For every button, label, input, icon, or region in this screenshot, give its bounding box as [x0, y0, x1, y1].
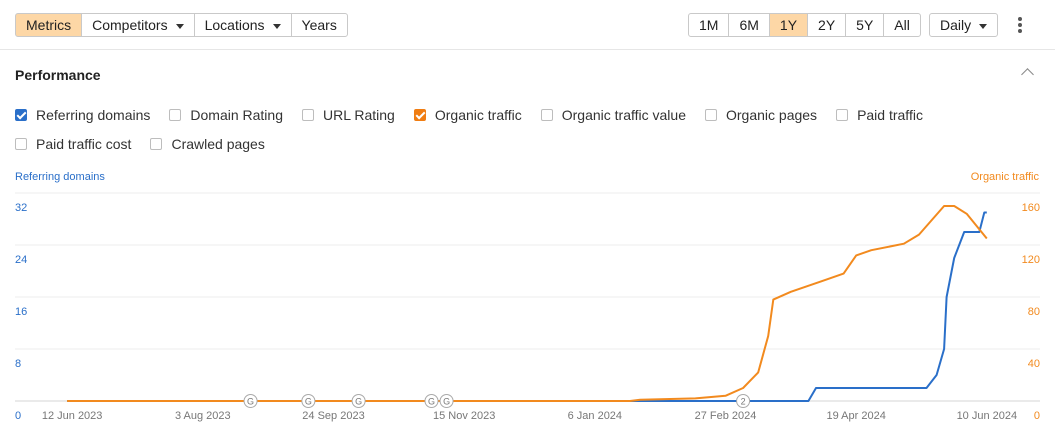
interval-group: Daily: [929, 13, 999, 37]
x-tick-label: 10 Jun 2024: [957, 410, 1018, 422]
checkbox[interactable]: [413, 109, 426, 121]
annotation-marker: [351, 394, 366, 408]
annotation-marker: [736, 394, 751, 408]
metric-label: Organic traffic value: [561, 107, 686, 123]
y2-axis-title: Organic traffic: [970, 171, 1039, 183]
annotation-label: G: [247, 396, 254, 406]
tab-button[interactable]: Years: [290, 13, 348, 37]
x-tick-label: 19 Apr 2024: [827, 410, 886, 422]
annotation-marker: [301, 394, 316, 408]
metric-checkbox[interactable]: Crawled pages: [150, 134, 265, 154]
metric-label: URL Rating: [323, 107, 395, 123]
y2-tick-label: 40: [1028, 358, 1040, 370]
y-axis-title: Referring domains: [15, 171, 105, 183]
x-tick-label: 6 Jan 2024: [568, 410, 622, 422]
metric-list: Referring domains Domain Rating URL Rating…: [15, 105, 1045, 154]
annotation-label: G: [305, 396, 312, 406]
y2-tick-label: 160: [1022, 202, 1040, 214]
checkbox[interactable]: [705, 109, 717, 121]
series-line: [67, 211, 987, 402]
metric-checkbox[interactable]: URL Rating: [302, 105, 395, 125]
range-button[interactable]: 6M: [728, 13, 770, 37]
metric-label: Organic pages: [726, 107, 818, 123]
annotation-label: 2: [741, 396, 746, 406]
more-menu[interactable]: [1017, 17, 1023, 33]
x-tick-label: 3 Aug 2023: [175, 410, 231, 422]
metric-checkbox[interactable]: Paid traffic: [836, 105, 923, 125]
checkbox[interactable]: [836, 109, 849, 121]
chart: 0 8 16 24 32 0 40 80 120 160 12 Jun 2023 3 Aug 2023…: [15, 192, 1040, 422]
range-button[interactable]: 1Y: [768, 13, 809, 37]
section-title: Performance: [15, 67, 101, 83]
metric-checkbox[interactable]: Organic pages: [705, 105, 817, 125]
metric-checkbox[interactable]: Organic traffic value: [540, 105, 686, 125]
interval-dropdown[interactable]: Daily: [929, 13, 999, 37]
checkbox[interactable]: [150, 138, 163, 150]
metric-checkbox[interactable]: Domain Rating: [169, 105, 283, 125]
range-button[interactable]: 2Y: [807, 13, 847, 37]
tab-button[interactable]: Competitors: [81, 13, 195, 37]
y-tick-label: 8: [15, 358, 21, 370]
metric-label: Paid traffic: [857, 107, 923, 123]
y-tick-label: 0: [15, 410, 21, 422]
metric-checkbox[interactable]: Paid traffic cost: [15, 134, 131, 154]
y-tick-label: 32: [15, 202, 27, 214]
metric-label: Crawled pages: [171, 136, 265, 152]
y-tick-label: 24: [15, 254, 27, 266]
metric-label: Organic traffic: [434, 107, 522, 123]
checkbox[interactable]: [15, 138, 27, 150]
collapse-toggle[interactable]: [1021, 68, 1034, 81]
annotation-marker: [243, 394, 258, 408]
toolbar: Metrics Competitors Locations Years 1M 6M 1Y 2…: [0, 0, 1055, 50]
x-tick-label: 24 Sep 2023: [302, 410, 364, 422]
metric-checkbox[interactable]: Referring domains: [15, 105, 150, 125]
range-button[interactable]: 5Y: [845, 13, 885, 37]
metric-label: Referring domains: [36, 107, 151, 123]
annotation-marker: [424, 394, 439, 408]
y2-tick-label: 0: [1034, 410, 1040, 422]
annotation-label: G: [428, 396, 435, 406]
range-button[interactable]: 1M: [688, 13, 730, 37]
x-tick-label: 15 Nov 2023: [433, 410, 495, 422]
checkbox[interactable]: [302, 109, 314, 121]
tab-group: Metrics Competitors Locations Years: [15, 13, 348, 37]
annotation-marker: [439, 394, 454, 408]
x-tick-label: 12 Jun 2023: [42, 410, 103, 422]
metric-label: Domain Rating: [190, 107, 283, 123]
checkbox[interactable]: [169, 109, 182, 121]
range-button[interactable]: All: [883, 13, 921, 37]
annotation-label: G: [443, 396, 450, 406]
metric-label: Paid traffic cost: [36, 136, 132, 152]
y-tick-label: 16: [15, 306, 27, 318]
checkbox[interactable]: [15, 109, 27, 121]
series-line: [67, 205, 988, 402]
metric-checkbox[interactable]: Organic traffic: [413, 105, 522, 125]
x-tick-label: 27 Feb 2024: [695, 410, 757, 422]
tab-button[interactable]: Metrics: [15, 13, 83, 37]
tab-button[interactable]: Locations: [193, 13, 292, 37]
y2-tick-label: 120: [1022, 254, 1040, 266]
y2-tick-label: 80: [1028, 306, 1040, 318]
annotation-label: G: [355, 396, 362, 406]
checkbox[interactable]: [540, 109, 553, 121]
range-group: 1M 6M 1Y 2Y 5Y All: [688, 13, 921, 37]
